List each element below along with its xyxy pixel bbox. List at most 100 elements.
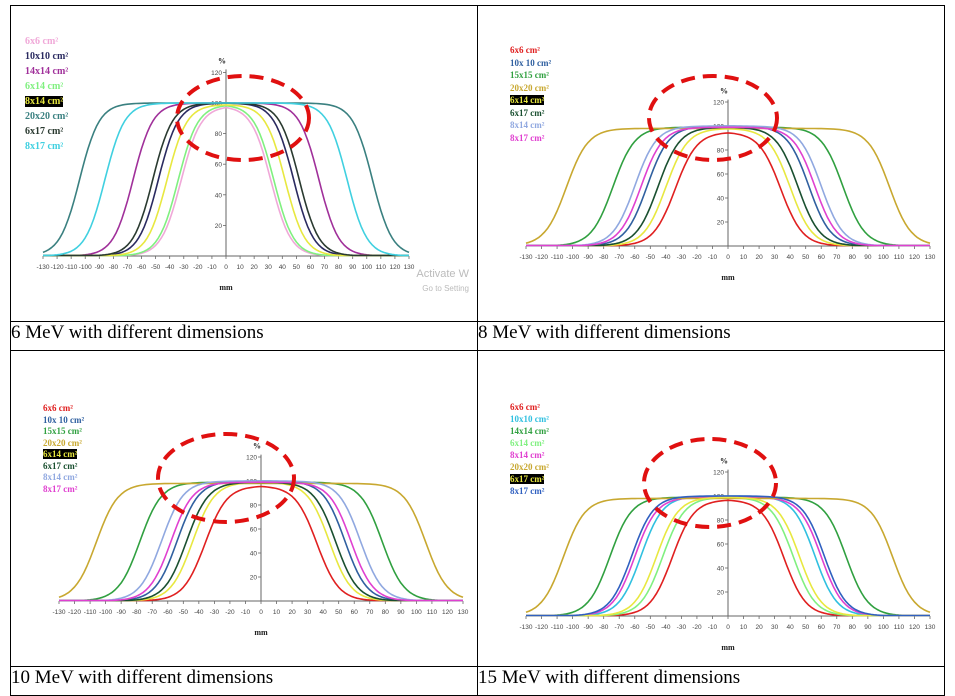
y-tick-label: 40 [717,566,725,573]
y-tick-label: 40 [717,196,725,203]
legend-item-label: 6x6 cm² [510,45,540,55]
y-axis-label: % [253,442,261,451]
highlight-ellipse [642,437,778,529]
x-tick-label: -10 [708,624,718,631]
legend-item-label: 14x14 cm² [510,426,549,436]
x-tick-label: 90 [864,624,872,631]
legend-item: 8x14 cm² [43,472,84,484]
x-tick-label: 110 [376,264,387,271]
x-tick-label: 110 [894,254,905,261]
legend-item: 8x14 cm² [25,94,68,109]
legend-item-label: 8x17 cm² [43,483,78,494]
legend-item: 8x14 cm² [510,119,551,132]
legend-item: 6x6 cm² [510,44,551,57]
panel-6mev-chart: -130 -120 -110 -100 -90 -80 -70 -60 -50 -40 -30 -20… [10,5,478,322]
x-tick-label: -110 [84,609,97,616]
x-tick-label: -50 [646,624,656,631]
chart-legend: 6x6 cm² 10x 10 cm² 15x15 cm² 20x20 cm² 6x14 … [43,403,84,495]
series-line [58,482,464,599]
x-axis-label: mm [254,628,268,637]
x-tick-label: -90 [583,624,593,631]
highlight-ellipse [156,432,296,524]
y-tick-label: 120 [211,70,222,77]
legend-item: 15x15 cm² [43,426,84,438]
x-tick-label: 10 [740,254,748,261]
y-tick-label: 120 [713,470,724,477]
profile-chart: -130 -120 -110 -100 -90 -80 -70 -60 -50 -40 -30 -20… [52,432,469,637]
legend-item-label: 20x20 cm² [510,82,549,93]
x-tick-label: 10 [236,264,244,271]
y-tick-label: 40 [215,192,223,199]
legend-item: 10x10 cm² [510,413,549,425]
x-tick-label: 110 [894,624,905,631]
x-tick-label: -40 [661,254,671,261]
x-tick-label: -100 [566,254,579,261]
x-tick-label: 50 [335,609,343,616]
series-line [59,480,463,602]
legend-item: 20x20 cm² [43,438,84,450]
legend-item-label: 6x14 cm² [25,81,64,92]
x-tick-label: -30 [210,609,220,616]
x-tick-label: -70 [148,609,158,616]
legend-item: 6x6 cm² [25,34,68,49]
x-tick-label: -80 [109,264,119,271]
profile-chart: -130 -120 -110 -100 -90 -80 -70 -60 -50 -40 -30 -20… [519,74,936,282]
caption-6mev: 6 MeV with different dimensions [10,321,478,351]
y-tick-label: 60 [250,527,258,534]
x-tick-label: -110 [551,624,564,631]
legend-item-label: 20x20 cm² [43,437,82,448]
legend-item-label: 10x 10 cm² [510,57,552,68]
x-tick-label: 20 [755,254,763,261]
x-tick-label: 50 [802,254,810,261]
x-tick-label: 40 [320,609,328,616]
legend-item: 6x17 cm² [25,124,68,139]
legend-item-label: 8x17 cm² [510,486,545,496]
y-tick-label: 80 [717,518,725,525]
x-tick-label: 30 [265,264,273,271]
x-tick-label: 120 [909,624,920,631]
x-tick-label: 100 [878,624,889,631]
x-tick-label: -70 [615,624,625,631]
y-tick-label: 20 [250,575,258,582]
legend-item-label: 10x10 cm² [25,51,69,62]
x-tick-label: 0 [726,254,730,261]
series-line [43,102,409,257]
x-tick-label: 60 [307,264,315,271]
legend-item-label: 6x17 cm² [25,126,64,137]
x-tick-label: -30 [677,254,687,261]
legend-item: 6x6 cm² [43,403,84,415]
x-tick-label: 80 [382,609,390,616]
x-tick-label: 130 [925,624,936,631]
x-tick-label: -110 [65,264,78,271]
x-tick-label: 130 [404,264,415,271]
legend-item-label: 6x14 cm² [43,449,78,459]
y-tick-label: 40 [250,551,258,558]
y-tick-label: 80 [250,503,258,510]
x-tick-label: 90 [864,254,872,261]
caption-15mev: 15 MeV with different dimensions [477,666,945,696]
x-tick-label: 70 [833,624,841,631]
x-tick-label: 0 [726,624,730,631]
x-tick-label: -100 [99,609,112,616]
legend-item: 20x20 cm² [510,461,549,473]
y-tick-label: 80 [215,131,223,138]
legend-item: 8x17 cm² [43,484,84,496]
legend-item-label: 8x14 cm² [43,472,78,482]
x-tick-label: -10 [241,609,251,616]
legend-item-label: 8x14 cm² [510,120,545,130]
x-tick-label: -20 [193,264,203,271]
x-tick-label: 40 [787,624,795,631]
x-tick-label: 100 [361,264,372,271]
legend-item-label: 6x6 cm² [43,403,73,413]
chart-legend: 6x6 cm² 10x10 cm² 14x14 cm² 6x14 cm² 8x14 cm… [25,34,68,154]
chart-legend: 6x6 cm² 10x10 cm² 14x14 cm² 6x14 cm² 8x14 cm… [510,401,549,497]
panel-10mev-chart: -130 -120 -110 -100 -90 -80 -70 -60 -50 -40 -30 -20… [10,350,478,667]
x-tick-label: 60 [818,254,826,261]
y-tick-label: 20 [717,220,725,227]
profile-chart: -130 -120 -110 -100 -90 -80 -70 -60 -50 -40 -30 -20… [519,437,936,652]
legend-item-label: 6x6 cm² [510,402,540,412]
x-tick-label: -10 [708,254,718,261]
x-axis-label: mm [219,283,233,292]
x-tick-label: -90 [116,609,126,616]
x-tick-label: 70 [833,254,841,261]
